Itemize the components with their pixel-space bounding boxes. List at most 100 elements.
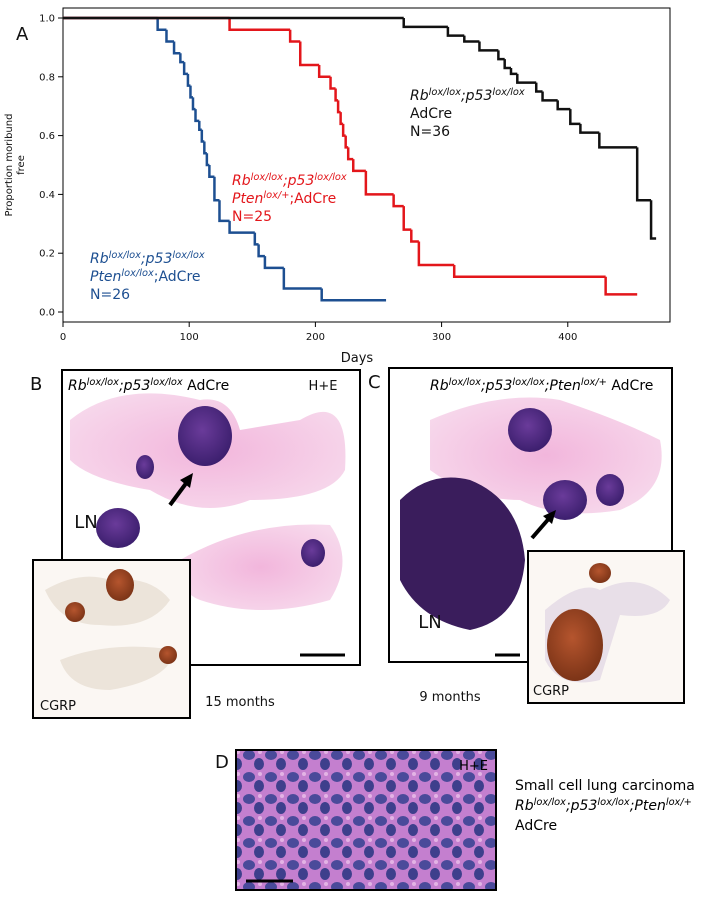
text-segment: Rb — [232, 173, 251, 189]
cgrp-stain — [159, 646, 177, 664]
panel-b — [32, 369, 361, 719]
curve-step — [417, 241, 455, 267]
rich-text-line: N=26 — [90, 287, 130, 303]
curve-step — [649, 200, 657, 240]
inset-tissue — [60, 646, 175, 690]
curve-step — [172, 41, 181, 55]
curve-step — [402, 206, 412, 231]
superscript: lox/+ — [666, 797, 692, 808]
curve-step — [344, 135, 349, 149]
superscript: lox/+ — [263, 190, 289, 201]
curve-step — [516, 73, 537, 84]
cgrp-stain — [65, 602, 85, 622]
curve-step — [452, 264, 606, 278]
text-segment: N=25 — [232, 209, 272, 225]
inset-label: CGRP — [40, 699, 76, 714]
tumor — [596, 474, 624, 506]
age-label: 15 months — [205, 695, 275, 710]
curve-step — [402, 17, 448, 29]
superscript: lox/lox — [87, 377, 120, 388]
curve-step — [336, 100, 341, 114]
text-segment: ;AdCre — [154, 269, 201, 285]
curve-step — [364, 170, 394, 196]
cgrp-stain — [589, 563, 611, 583]
text-segment: Rb — [90, 251, 109, 267]
rich-text-line: N=25 — [232, 209, 272, 225]
superscript: lox/+ — [581, 377, 607, 388]
superscript: lox/lox — [109, 250, 142, 261]
superscript: lox/lox — [314, 172, 347, 183]
curve-step — [604, 276, 638, 296]
text-segment: AdCre — [515, 818, 557, 834]
x-tick-label: 300 — [432, 332, 451, 343]
rich-text-line: Rblox/lox;p53lox/lox — [90, 250, 205, 268]
curve-step — [410, 229, 419, 243]
y-axis-label: Proportion moribund — [4, 114, 15, 217]
text-segment: ;p53 — [461, 88, 492, 104]
lung-tissue — [179, 524, 343, 610]
y-tick-label: 1.0 — [39, 13, 55, 24]
curve-step — [198, 120, 202, 131]
text-segment: AdCre — [607, 378, 654, 394]
curve-step — [351, 159, 366, 173]
text-segment: Rb — [430, 378, 449, 394]
curve-step — [329, 76, 336, 90]
y-tick-label: 0.2 — [39, 249, 55, 260]
curve-step — [346, 147, 354, 161]
curve-step — [288, 29, 301, 43]
curve-step — [203, 141, 207, 155]
lymph-node — [96, 508, 140, 548]
arrow-head — [543, 510, 556, 524]
text-segment: Pten — [90, 269, 121, 285]
superscript: lox/lox — [449, 377, 482, 388]
text-segment: Rb — [68, 378, 87, 394]
curve-step — [257, 244, 265, 258]
superscript: lox/lox — [150, 377, 183, 388]
curve-step — [509, 67, 518, 76]
text-segment: ;Pten — [545, 378, 581, 394]
panel-letter: C — [368, 372, 381, 393]
text-segment: Rb — [410, 88, 429, 104]
curve-step — [189, 85, 193, 99]
panel-letter: A — [16, 24, 29, 45]
curve-step — [334, 88, 339, 102]
y-axis-label: free — [16, 155, 27, 175]
text-segment: ;p53 — [119, 378, 150, 394]
text-segment: ;p53 — [141, 251, 172, 267]
superscript: lox/lox — [534, 797, 567, 808]
arrow-head — [180, 473, 193, 488]
panel-letter: D — [215, 752, 229, 773]
lymph-node-label: LN — [418, 612, 442, 633]
curve-step — [191, 97, 196, 111]
text-segment: Small cell lung carcinoma — [515, 778, 695, 794]
y-tick-label: 0.6 — [39, 131, 55, 142]
rich-text-line: Rblox/lox;p53lox/lox;Ptenlox/+ — [515, 797, 692, 815]
panel-letter: B — [30, 374, 42, 395]
text-segment: ;AdCre — [289, 191, 336, 207]
y-tick-label: 0.8 — [39, 72, 55, 83]
text-segment: AdCre — [410, 106, 452, 122]
rich-text-line: Rblox/lox;p53lox/lox;Ptenlox/+ AdCre — [430, 377, 653, 395]
rich-text-line: AdCre — [515, 818, 557, 834]
rich-text-line: Ptenlox/lox;AdCre — [90, 268, 201, 286]
cgrp-stain — [547, 609, 603, 681]
x-axis-label: Days — [341, 351, 374, 366]
curve-step — [194, 109, 200, 123]
curve-step — [228, 220, 255, 234]
text-segment: Pten — [232, 191, 263, 207]
rich-text-line: Rblox/lox;p53lox/lox — [410, 87, 525, 105]
panel-d — [235, 749, 497, 891]
curve-step — [317, 65, 331, 79]
tumor — [508, 408, 552, 452]
inset-label: CGRP — [533, 684, 569, 699]
curve-step — [446, 26, 465, 37]
curve-step — [503, 59, 511, 70]
text-segment: ;p53 — [566, 798, 597, 814]
superscript: lox/lox — [492, 87, 525, 98]
curve-step — [213, 176, 220, 202]
stain-label: H+E — [309, 379, 338, 394]
superscript: lox/lox — [121, 268, 154, 279]
superscript: lox/lox — [172, 250, 205, 261]
superscript: lox/lox — [512, 377, 545, 388]
